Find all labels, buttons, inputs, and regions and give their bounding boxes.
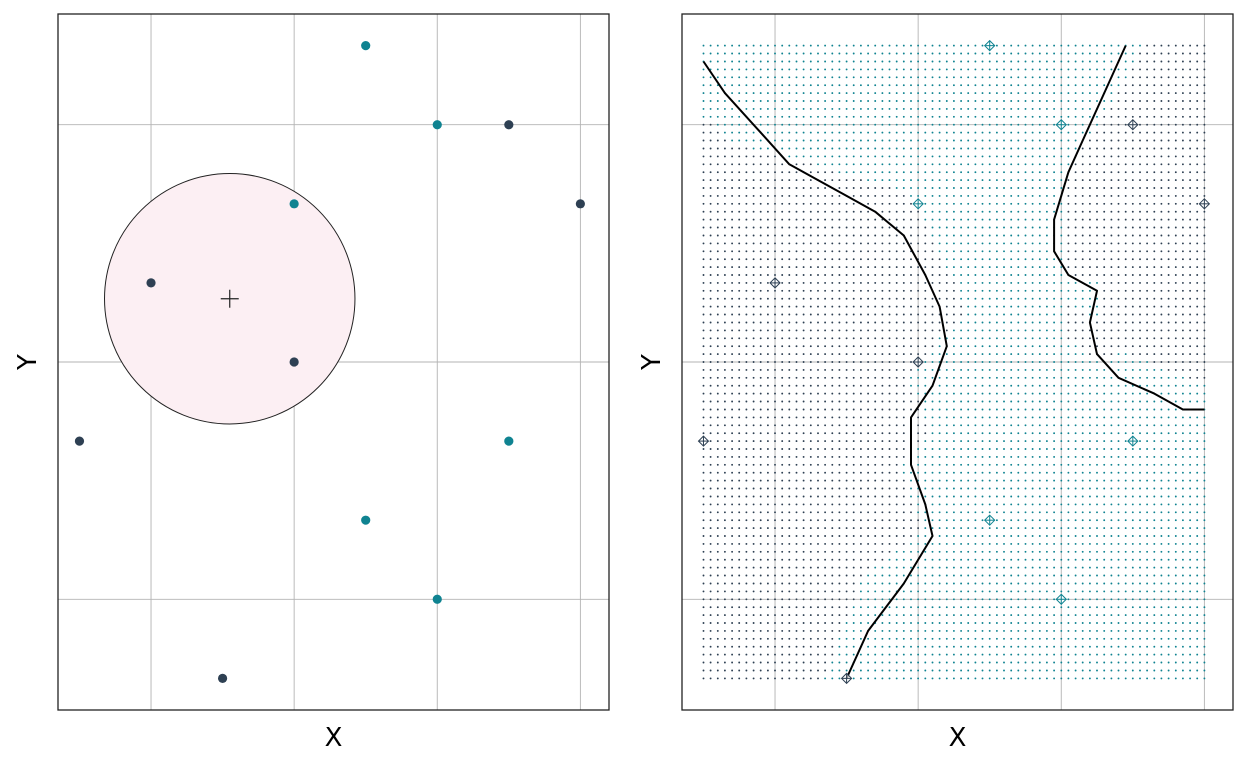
data-point-class-a [983,39,996,52]
right-plot-border [681,13,1234,711]
data-point-class-a [289,199,299,209]
data-point-class-a [432,120,442,130]
data-point-class-b [1198,198,1211,210]
prediction-dots-class-b [702,44,1206,680]
prediction-dots-class-a [702,44,1206,680]
data-point-class-b [575,199,585,209]
decision-boundary-2 [1053,45,1205,411]
decision-boundary-1 [702,60,948,679]
left-data-points [74,41,585,683]
data-point-class-b [769,277,781,289]
right-decision-boundaries [702,45,1205,679]
left-x-axis-label: X [325,723,343,753]
left-panel-knn-neighborhood: X Y [13,13,610,753]
data-point-class-b [146,278,156,288]
data-point-class-b [1127,119,1139,131]
right-prediction-grid-dots [702,44,1206,680]
data-point-class-b [697,435,710,447]
data-point-class-a [1055,119,1067,131]
data-point-class-a [1055,593,1067,605]
right-data-points [697,39,1211,685]
data-point-class-a [504,436,514,446]
data-point-class-b [74,436,85,446]
data-point-class-b [840,672,853,685]
right-panel-decision-boundary: X Y [637,13,1234,753]
data-point-class-b [217,673,228,683]
data-point-class-b [289,357,299,367]
left-plot-border [57,13,610,711]
data-point-class-a [361,515,371,525]
data-point-class-a [912,198,924,210]
data-point-class-a [1127,435,1139,447]
left-y-axis-label: Y [13,354,43,371]
right-x-axis-label: X [949,723,967,753]
data-point-class-a [361,41,371,51]
data-point-class-b [912,356,924,368]
data-point-class-a [983,514,996,526]
left-query-point-marker [220,289,239,308]
right-y-axis-label: Y [637,354,667,371]
data-point-class-a [432,594,442,604]
data-point-class-b [504,120,514,130]
